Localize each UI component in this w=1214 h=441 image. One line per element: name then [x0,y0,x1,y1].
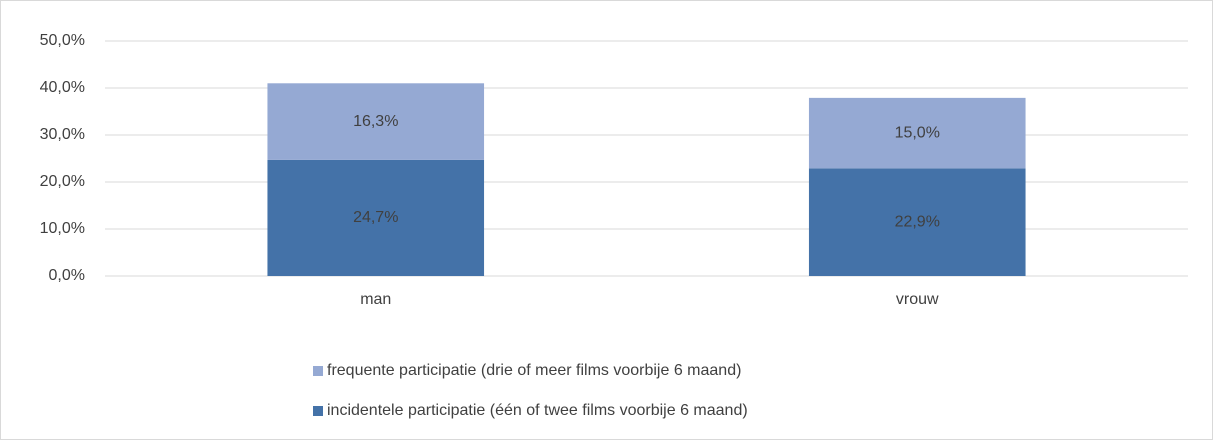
y-tick-label: 0,0% [49,267,85,284]
x-tick-label: man [360,291,391,308]
bar-segment [808,168,1026,276]
y-tick-label: 20,0% [40,173,85,190]
legend-swatch [313,406,323,416]
y-tick-label: 40,0% [40,79,85,96]
bar-segment [808,97,1026,169]
data-label: 24,7% [353,209,398,226]
data-label: 16,3% [353,113,398,130]
legend-label: frequente participatie (drie of meer fil… [327,362,741,379]
bar-segment [267,159,485,276]
data-label: 22,9% [895,213,940,230]
y-tick-label: 30,0% [40,126,85,143]
y-tick-label: 50,0% [40,32,85,49]
x-tick-label: vrouw [896,291,939,308]
data-label: 15,0% [895,124,940,141]
bar-segment [267,83,485,160]
legend-label: incidentele participatie (één of twee fi… [327,402,748,419]
y-tick-label: 10,0% [40,220,85,237]
legend-swatch [313,366,323,376]
